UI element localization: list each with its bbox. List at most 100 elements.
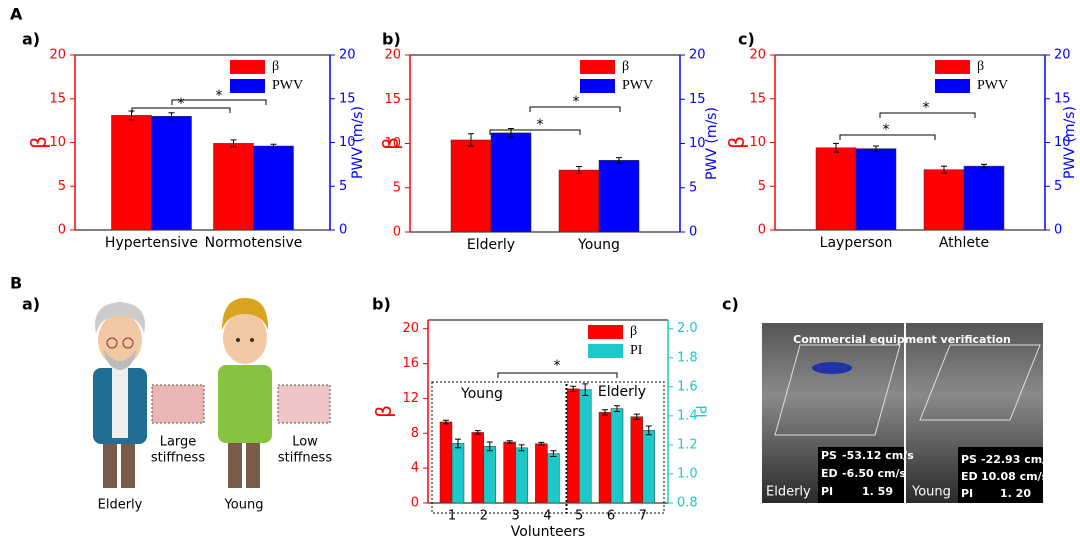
ultrasound-key: ED bbox=[961, 470, 978, 483]
bar bbox=[598, 412, 612, 504]
error-bar bbox=[873, 145, 879, 152]
ultrasound-value: -6.50 cm/s bbox=[842, 467, 907, 480]
ultrasound-key: PS bbox=[821, 449, 837, 462]
y2-tick-label: 0.8 bbox=[677, 496, 698, 511]
annotation: * bbox=[216, 88, 223, 104]
legend-label: β bbox=[622, 59, 629, 74]
ultrasound-value: -22.93 cm/s bbox=[981, 453, 1053, 466]
y-axis-label: β bbox=[725, 136, 749, 149]
y2-axis-label: PWV (m/s) bbox=[704, 107, 720, 180]
x-tick-label: Normotensive bbox=[205, 235, 303, 251]
significance-bracket bbox=[839, 134, 936, 140]
x-tick-label: 4 bbox=[543, 509, 551, 524]
section-label: B bbox=[10, 274, 22, 293]
y2-tick-label: 5 bbox=[689, 180, 697, 195]
x-tick-label: 7 bbox=[639, 509, 647, 524]
error-bar bbox=[443, 419, 449, 425]
legend-swatch bbox=[580, 60, 615, 74]
y2-tick-label: 10 bbox=[689, 136, 706, 151]
ultrasound-key: PI bbox=[961, 487, 973, 500]
y2-tick-label: 1.4 bbox=[677, 408, 698, 423]
y-tick-label: 0 bbox=[58, 223, 66, 238]
bar bbox=[450, 139, 492, 233]
y-axis-label: β bbox=[27, 136, 51, 149]
y-tick-label: 15 bbox=[749, 91, 766, 106]
ultrasound-label: Young bbox=[911, 485, 951, 500]
legend-swatch bbox=[935, 60, 970, 74]
y-tick-label: 0 bbox=[393, 225, 401, 240]
y2-tick-label: 1.2 bbox=[677, 437, 698, 452]
illustration-label: stiffness bbox=[278, 451, 332, 466]
error-bar bbox=[570, 385, 577, 392]
annotation: * bbox=[883, 122, 890, 138]
bar bbox=[535, 443, 548, 504]
error-bar bbox=[633, 413, 640, 420]
y-tick-label: 0 bbox=[411, 496, 419, 511]
ultrasound-key: PI bbox=[821, 485, 833, 498]
annotation: * bbox=[537, 117, 544, 133]
legend-label: PI bbox=[630, 343, 643, 358]
error-bar bbox=[270, 143, 277, 149]
annotation: Elderly bbox=[598, 384, 646, 400]
y2-tick-label: 0 bbox=[689, 225, 697, 240]
annotation: * bbox=[923, 100, 930, 116]
ultrasound-key: PS bbox=[961, 453, 977, 466]
y2-tick-label: 15 bbox=[339, 91, 356, 106]
significance-bracket bbox=[489, 129, 581, 135]
significance-bracket bbox=[131, 107, 231, 113]
error-bar bbox=[168, 112, 175, 121]
x-tick-label: 5 bbox=[575, 509, 583, 524]
error-bar bbox=[576, 166, 582, 175]
error-bar bbox=[538, 441, 545, 446]
panel-label: c) bbox=[738, 30, 755, 49]
error-bar bbox=[616, 157, 622, 164]
legend-swatch bbox=[230, 79, 265, 93]
y2-tick-label: 20 bbox=[689, 48, 706, 63]
y2-tick-label: 20 bbox=[1054, 48, 1071, 63]
y-tick-label: 20 bbox=[749, 48, 766, 63]
bar bbox=[598, 160, 640, 233]
y-axis-label: β bbox=[372, 405, 396, 418]
legend-label: β bbox=[630, 324, 637, 339]
bar bbox=[213, 143, 254, 231]
annotation: Young bbox=[460, 386, 503, 402]
legend-label: β bbox=[977, 59, 984, 74]
y-tick-label: 8 bbox=[411, 426, 419, 441]
y-tick-label: 10 bbox=[384, 136, 401, 151]
y-tick-label: 15 bbox=[49, 91, 66, 106]
y2-axis-label: PWV (m/s) bbox=[1062, 106, 1078, 179]
error-bar bbox=[614, 405, 620, 412]
error-bar bbox=[230, 139, 237, 148]
y2-tick-label: 1.0 bbox=[677, 466, 698, 481]
ultrasound-value: 1. 59 bbox=[862, 485, 893, 498]
panel-label: a) bbox=[22, 295, 40, 314]
y-tick-label: 5 bbox=[758, 179, 766, 194]
bar bbox=[253, 145, 294, 231]
bar bbox=[630, 416, 644, 504]
ultrasound-label: Elderly bbox=[766, 485, 811, 500]
error-bar bbox=[518, 444, 525, 452]
annotation: * bbox=[573, 94, 580, 110]
significance-bracket bbox=[171, 99, 267, 105]
legend-swatch bbox=[580, 79, 615, 93]
x-tick-label: 6 bbox=[607, 509, 615, 524]
error-bar bbox=[468, 133, 474, 147]
y-tick-label: 5 bbox=[393, 180, 401, 195]
vessel-inset bbox=[277, 384, 331, 424]
y2-tick-label: 10 bbox=[1054, 135, 1071, 150]
y2-tick-label: 2.0 bbox=[677, 321, 698, 336]
y2-axis-label: PWV (m/s) bbox=[350, 106, 366, 179]
elderly-figure bbox=[93, 302, 147, 488]
ultrasound-value: 10.08 cm/s bbox=[981, 470, 1049, 483]
y-tick-label: 12 bbox=[402, 391, 419, 406]
panel-label: a) bbox=[22, 30, 40, 49]
y2-tick-label: 5 bbox=[339, 179, 347, 194]
y-tick-label: 20 bbox=[384, 48, 401, 63]
x-tick-label: Hypertensive bbox=[105, 235, 198, 251]
panel-label: b) bbox=[372, 295, 391, 314]
panel-label: c) bbox=[722, 295, 739, 314]
legend-swatch bbox=[588, 344, 623, 358]
group-box bbox=[431, 381, 567, 514]
error-bar bbox=[645, 425, 652, 436]
